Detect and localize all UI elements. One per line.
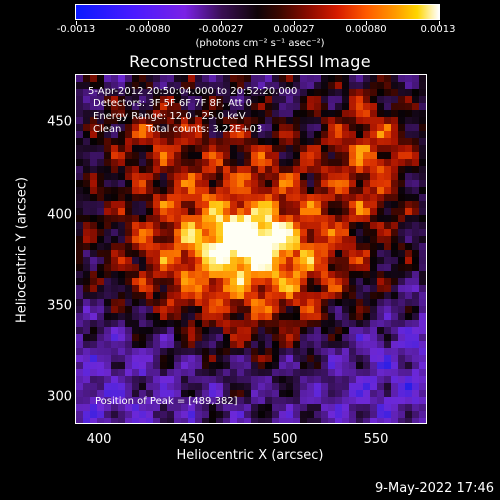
colorbar-label: 0.00027	[273, 24, 315, 35]
image-title: Reconstructed RHESSI Image	[129, 52, 371, 71]
y-tick-label: 400	[47, 207, 72, 223]
rhessi-image-canvas	[76, 75, 426, 423]
colorbar-label: -0.00080	[125, 24, 171, 35]
colorbar-label: -0.00027	[198, 24, 244, 35]
colorbar-tick	[366, 21, 367, 25]
info-detectors: Detectors: 3F 5F 6F 7F 8F, Att 0	[93, 98, 253, 109]
rhessi-image	[75, 74, 427, 424]
x-tick-label: 550	[363, 432, 389, 447]
colorbar-tick	[221, 21, 222, 25]
info-peak-position: Position of Peak = [489,382]	[95, 396, 238, 407]
colorbar-units: (photons cm⁻² s⁻¹ asec⁻²)	[195, 38, 325, 49]
x-tick-label: 450	[179, 432, 205, 447]
y-tick-label: 450	[47, 114, 72, 130]
plot-timestamp: 9-May-2022 17:46	[375, 481, 494, 496]
colorbar-label: 0.00080	[345, 24, 387, 35]
colorbar-tick	[76, 21, 77, 25]
x-tick-label: 400	[86, 432, 112, 447]
info-energy-range: Energy Range: 12.0 - 25.0 keV	[93, 111, 246, 122]
colorbar-tick	[294, 21, 295, 25]
colorbar-tick	[148, 21, 149, 25]
info-total-counts: Total counts: 3.22E+03	[146, 124, 263, 135]
x-axis-title: Heliocentric X (arcsec)	[176, 448, 324, 463]
info-method: Clean	[93, 124, 122, 135]
x-tick-label: 500	[272, 432, 298, 447]
colorbar-label: 0.0013	[420, 24, 456, 35]
colorbar	[75, 4, 440, 20]
y-tick-label: 300	[47, 389, 72, 405]
colorbar-tick	[439, 21, 440, 25]
colorbar-label: -0.0013	[56, 24, 96, 35]
y-tick-label: 350	[47, 298, 72, 314]
y-axis-title: Heliocentric Y (arcsec)	[14, 177, 30, 323]
info-time-range: 5-Apr-2012 20:50:04.000 to 20:52:20.000	[88, 86, 298, 97]
